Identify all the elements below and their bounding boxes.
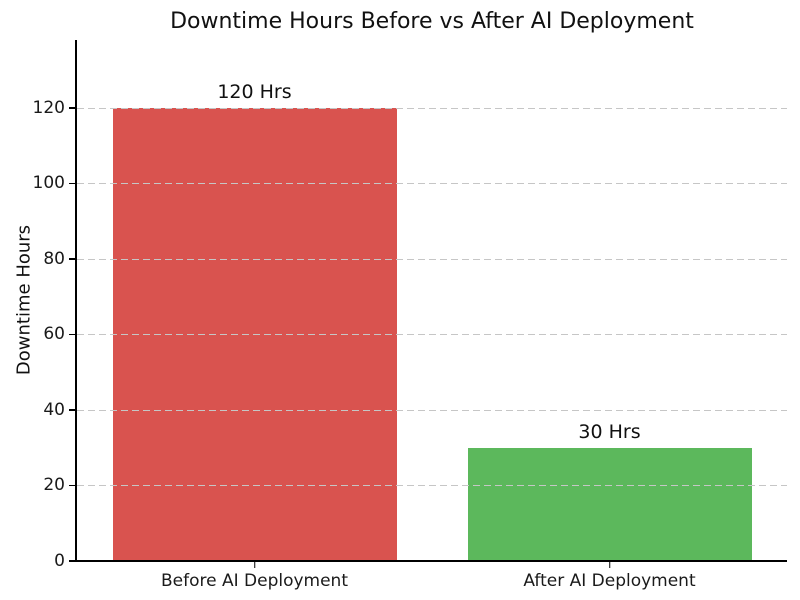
gridline-120 [77, 107, 787, 109]
gridline-100 [77, 183, 787, 185]
y-tick-mark-60 [69, 333, 77, 336]
chart-title: Downtime Hours Before vs After AI Deploy… [170, 9, 694, 34]
y-axis-label: Downtime Hours [13, 224, 35, 376]
bar-after-ai-deployment [467, 447, 752, 561]
y-tick-mark-20 [69, 484, 77, 487]
y-tick-mark-100 [69, 182, 77, 185]
gridline-20 [77, 485, 787, 487]
y-tick-mark-80 [69, 258, 77, 260]
bar-value-label-before-ai-deployment: 120 Hrs [217, 80, 292, 103]
gridline-60 [77, 334, 787, 336]
gridline-40 [77, 409, 787, 411]
y-tick-label-80: 80 [43, 248, 65, 269]
y-tick-label-120: 120 [32, 97, 65, 118]
x-tick-label-before-ai-deployment: Before AI Deployment [160, 571, 349, 591]
y-tick-mark-0 [69, 560, 77, 562]
x-tick-label-after-ai-deployment: After AI Deployment [523, 571, 696, 591]
gridline-80 [77, 258, 787, 260]
y-tick-mark-120 [69, 107, 77, 109]
y-axis-line [75, 40, 77, 561]
x-tick-mark-before-ai-deployment [253, 561, 256, 568]
y-tick-label-60: 60 [43, 324, 65, 345]
bar-value-label-after-ai-deployment: 30 Hrs [578, 420, 641, 443]
x-axis-line [75, 560, 787, 562]
y-tick-mark-40 [69, 409, 77, 411]
y-tick-label-20: 20 [43, 475, 65, 496]
y-tick-label-0: 0 [54, 551, 65, 571]
y-tick-label-100: 100 [32, 173, 65, 194]
y-tick-label-40: 40 [43, 399, 65, 420]
plot-area: 0 20 40 60 80 100 120 120 Hrs Before AI Deployme… [33, 40, 787, 591]
x-tick-mark-after-ai-deployment [608, 561, 611, 568]
